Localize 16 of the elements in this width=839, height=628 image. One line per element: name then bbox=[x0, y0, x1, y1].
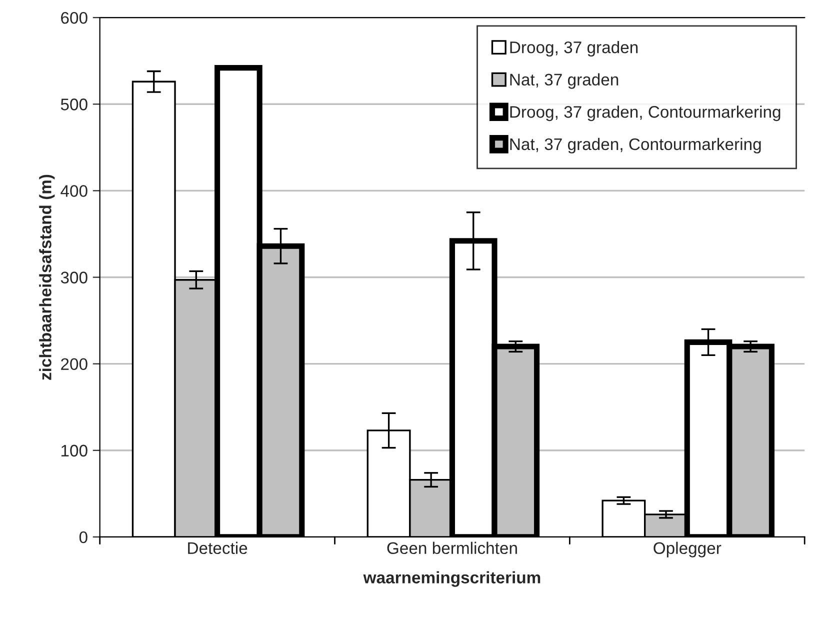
legend-label: Droog, 37 graden, Contourmarkering bbox=[510, 106, 780, 122]
x-tick-label: Geen bermlichten bbox=[387, 542, 517, 554]
y-tick-label: 500 bbox=[60, 98, 88, 110]
y-tick-label: 200 bbox=[61, 358, 88, 370]
y-tick-label: 600 bbox=[61, 12, 88, 24]
legend-label: Droog, 37 graden bbox=[510, 41, 638, 57]
y-tick-label: 400 bbox=[60, 185, 88, 197]
legend-label: Nat, 37 graden bbox=[510, 73, 618, 89]
y-tick-label: 0 bbox=[79, 531, 88, 544]
y-tick-label: 300 bbox=[60, 272, 88, 284]
y-axis-title: zichtbaarheidsafstand (m) bbox=[39, 174, 55, 380]
legend-label: Nat, 37 graden, Contourmarkering bbox=[510, 138, 761, 154]
x-tick-label: Oplegger bbox=[654, 542, 722, 558]
x-tick-label: Detectie bbox=[188, 542, 248, 554]
x-axis-title: waarnemingscriterium bbox=[363, 571, 540, 587]
y-tick-label: 100 bbox=[62, 444, 88, 457]
